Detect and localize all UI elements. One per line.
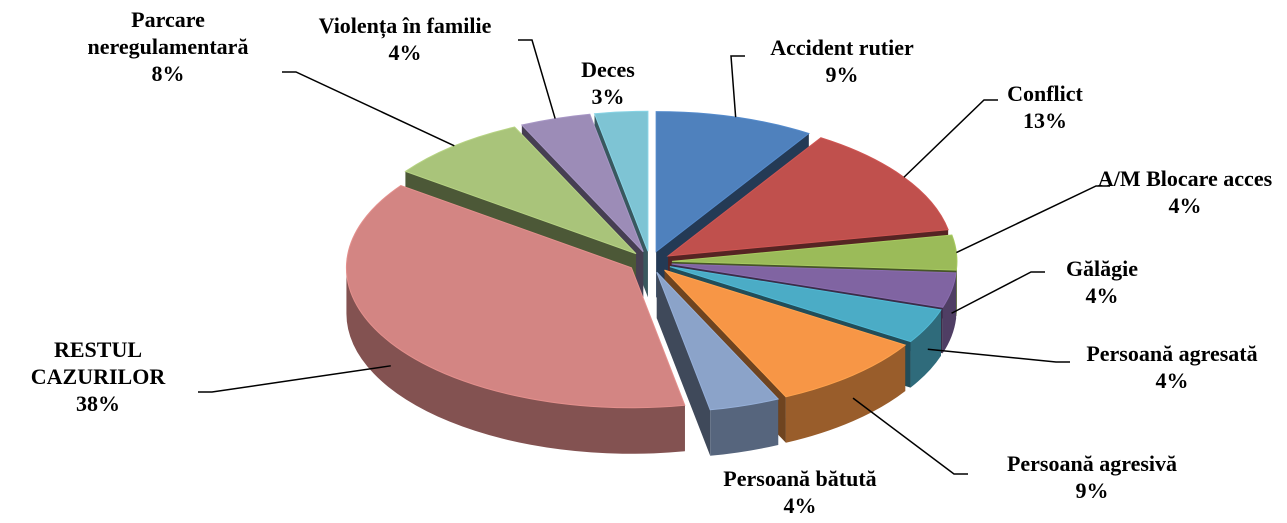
- slice-wall: [710, 398, 779, 456]
- slice-top: [671, 263, 957, 308]
- value-label: 4%: [1085, 283, 1119, 308]
- value-label: 9%: [825, 62, 859, 87]
- data-label: Violența în familie 4%: [275, 12, 535, 66]
- category-label: Conflict: [1007, 81, 1083, 106]
- category-label: Persoană bătută: [723, 466, 877, 491]
- slice-wall: [910, 309, 941, 388]
- slice: [345, 184, 686, 454]
- slice-top: [593, 110, 649, 252]
- leader-line: [927, 348, 1070, 363]
- category-label: Parcare neregulamentară: [87, 7, 249, 59]
- data-label: Persoană bătută 4%: [690, 465, 910, 519]
- value-label: 4%: [388, 40, 422, 65]
- data-label: Accident rutier 9%: [727, 34, 957, 88]
- leader-line: [730, 55, 745, 118]
- category-label: Violența în familie: [318, 13, 492, 38]
- slice-top: [671, 234, 958, 271]
- category-label: Deces: [581, 57, 635, 82]
- slice-top: [666, 137, 949, 257]
- slice-top: [669, 266, 942, 343]
- slice-wall: [956, 261, 957, 317]
- value-label: 9%: [1075, 478, 1109, 503]
- value-label: 8%: [151, 61, 185, 86]
- category-label: Persoană agresată: [1086, 341, 1258, 366]
- slice-wall: [785, 345, 906, 443]
- leader-line: [282, 71, 455, 147]
- leader-line: [956, 185, 1110, 254]
- slice-top: [664, 269, 907, 398]
- slice: [656, 271, 780, 456]
- slice-top: [404, 126, 637, 255]
- leader-line: [518, 39, 556, 119]
- slice-side: [656, 272, 711, 456]
- value-label: 13%: [1023, 108, 1067, 133]
- value-label: 38%: [76, 391, 120, 416]
- slice-top: [520, 113, 644, 253]
- leader-line: [951, 271, 1045, 314]
- data-label: Gălăgie 4%: [1042, 255, 1162, 309]
- category-label: A/M Blocare acces: [1097, 166, 1273, 191]
- data-label: Persoană agresată 4%: [1052, 340, 1287, 394]
- category-label: RESTUL CAZURILOR: [30, 337, 166, 389]
- data-label: Persoană agresivă 9%: [972, 450, 1212, 504]
- data-label: A/M Blocare acces 4%: [1055, 165, 1287, 219]
- slice-top: [345, 184, 686, 409]
- category-label: Accident rutier: [770, 35, 914, 60]
- data-label: RESTUL CAZURILOR 38%: [3, 336, 193, 417]
- category-label: Persoană agresivă: [1006, 451, 1178, 476]
- leader-line: [852, 397, 968, 475]
- data-label: Parcare neregulamentară 8%: [53, 6, 283, 87]
- leader-line: [903, 99, 998, 178]
- slice-wall: [942, 272, 957, 354]
- value-label: 4%: [1155, 368, 1189, 393]
- slice-top: [656, 271, 780, 411]
- category-label: Gălăgie: [1065, 256, 1139, 281]
- data-label: Deces 3%: [558, 56, 658, 110]
- leader-line: [198, 365, 391, 393]
- data-label: Conflict 13%: [975, 80, 1115, 134]
- value-label: 4%: [1168, 193, 1202, 218]
- value-label: 4%: [783, 493, 817, 518]
- value-label: 3%: [591, 84, 625, 109]
